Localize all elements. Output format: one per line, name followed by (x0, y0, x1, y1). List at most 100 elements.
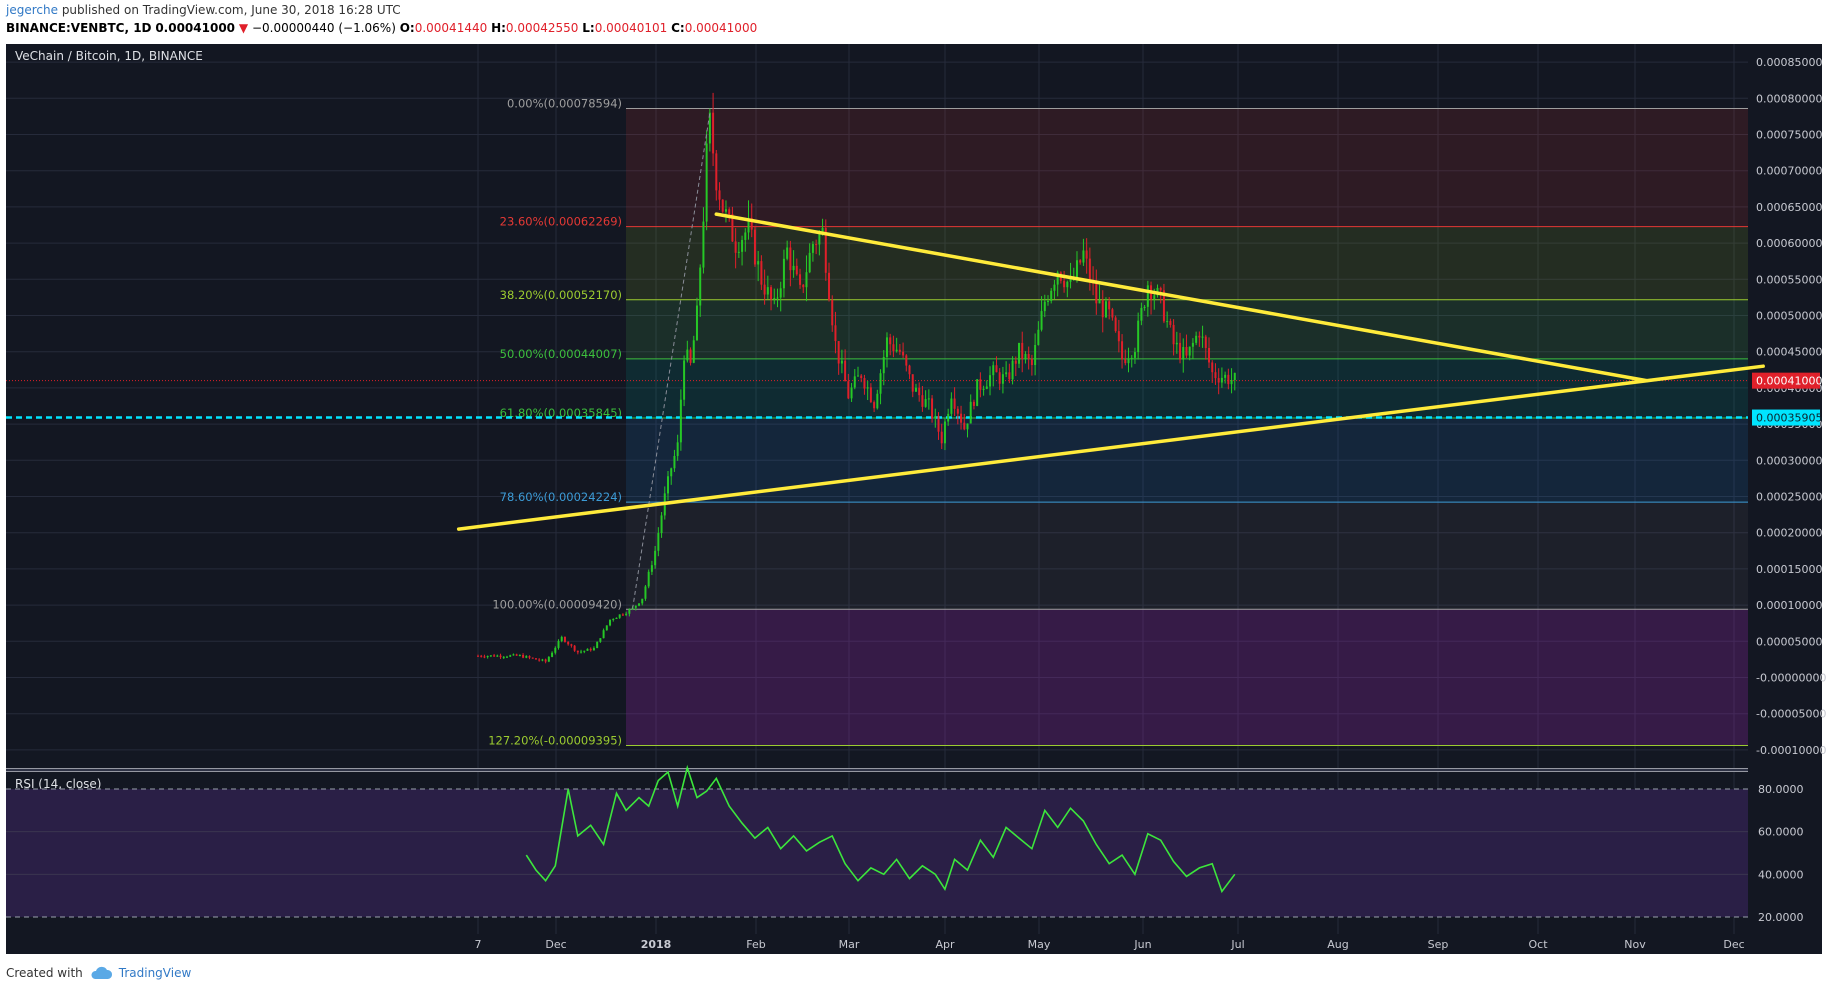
candle-down (1124, 359, 1127, 364)
candle-up (1001, 374, 1004, 384)
candle-down (589, 648, 592, 651)
candle-down (795, 265, 798, 275)
trendline-descending[interactable] (714, 212, 1649, 383)
fib-level-label: 23.60%(0.00062269) (500, 215, 622, 229)
candle-up (592, 648, 595, 651)
candle-up (947, 413, 950, 422)
rsi-tick-label: 60.0000 (1758, 826, 1804, 839)
candle-down (570, 644, 573, 646)
candle-down (1101, 300, 1104, 318)
candle-down (1214, 372, 1217, 379)
candle-up (1104, 301, 1107, 318)
candle-up (618, 614, 621, 618)
high-label: H: (491, 21, 506, 35)
time-axis-background (6, 934, 1748, 954)
candle-down (689, 349, 692, 363)
candle-up (1018, 342, 1021, 364)
candle-up (1233, 372, 1236, 380)
candle-up (615, 617, 618, 619)
candle-up (786, 247, 789, 259)
candle-up (583, 650, 586, 652)
candle-down (712, 112, 715, 154)
candle-up (605, 625, 608, 631)
candle-up (625, 613, 628, 615)
candle-down (621, 614, 624, 616)
candle-down (734, 241, 737, 253)
symbol-label: BINANCE:VENBTC, 1D (6, 21, 152, 35)
time-tick-label: Aug (1327, 938, 1348, 951)
candle-down (1169, 321, 1172, 325)
candle-down (940, 431, 943, 444)
time-tick-label: 2018 (641, 938, 672, 951)
price-tick-label: 0.00085000 (1756, 56, 1822, 69)
candle-down (1179, 342, 1182, 360)
candle-down (750, 218, 753, 230)
candle-up (876, 393, 879, 409)
candle-up (647, 571, 650, 587)
candle-up (702, 221, 705, 268)
close-value: 0.00041000 (684, 21, 758, 35)
created-with-label: Created with (6, 966, 83, 980)
candle-down (1111, 309, 1114, 318)
candle-down (972, 401, 975, 406)
candle-up (686, 349, 689, 361)
author-link[interactable]: jegerche (6, 3, 58, 17)
candle-up (821, 227, 824, 235)
high-value: 0.00042550 (505, 21, 579, 35)
candle-up (1075, 260, 1078, 279)
candle-up (518, 654, 521, 656)
candle-up (1011, 360, 1014, 380)
candle-up (989, 375, 992, 387)
candle-up (496, 655, 499, 657)
candle-down (522, 654, 525, 658)
open-label: O: (399, 21, 415, 35)
candle-up (557, 641, 560, 648)
candle-up (679, 399, 682, 443)
candle-up (486, 656, 489, 658)
candle-up (744, 232, 747, 240)
candle-down (831, 299, 834, 326)
candle-down (1185, 347, 1188, 356)
candle-up (927, 398, 930, 400)
fib-level-label: 127.20%(-0.00009395) (488, 734, 622, 748)
time-tick-label: Jun (1133, 938, 1151, 951)
candle-down (528, 656, 531, 658)
candle-down (905, 355, 908, 366)
candle-up (1037, 329, 1040, 345)
symbol-info-bar: BINANCE:VENBTC, 1D 0.00041000 ▼ −0.00000… (6, 21, 757, 35)
candle-down (869, 387, 872, 403)
candle-down (1198, 335, 1201, 338)
candle-down (1014, 360, 1017, 364)
candle-down (531, 657, 534, 659)
candle-up (766, 287, 769, 295)
candle-up (673, 455, 676, 469)
candle-up (599, 638, 602, 642)
candle-up (1034, 344, 1037, 366)
candle-up (724, 209, 727, 212)
candle-up (779, 288, 782, 298)
candle-down (998, 372, 1001, 384)
price-tick-label: 0.00065000 (1756, 201, 1822, 214)
time-tick-label: May (1028, 938, 1051, 951)
candle-down (1117, 331, 1120, 342)
candle-up (1230, 379, 1233, 385)
time-tick-label: Dec (545, 938, 566, 951)
tradingview-link[interactable]: TradingView (118, 966, 192, 980)
candle-down (515, 654, 518, 656)
candle-up (670, 468, 673, 477)
trendline-ascending[interactable] (456, 364, 1765, 531)
candle-down (860, 375, 863, 379)
candle-down (1217, 378, 1220, 383)
candle-up (1182, 347, 1185, 360)
candle-up (580, 651, 583, 653)
price-tick-label: 0.00075000 (1756, 129, 1822, 142)
candle-up (1140, 307, 1143, 321)
candle-down (921, 395, 924, 407)
candle-down (534, 658, 537, 660)
published-text: published on TradingView.com, June 30, 2… (61, 3, 401, 17)
rsi-tick-label: 20.0000 (1758, 911, 1804, 924)
candle-up (943, 421, 946, 444)
change-down-icon: ▼ (238, 21, 249, 35)
candle-down (1030, 358, 1033, 366)
